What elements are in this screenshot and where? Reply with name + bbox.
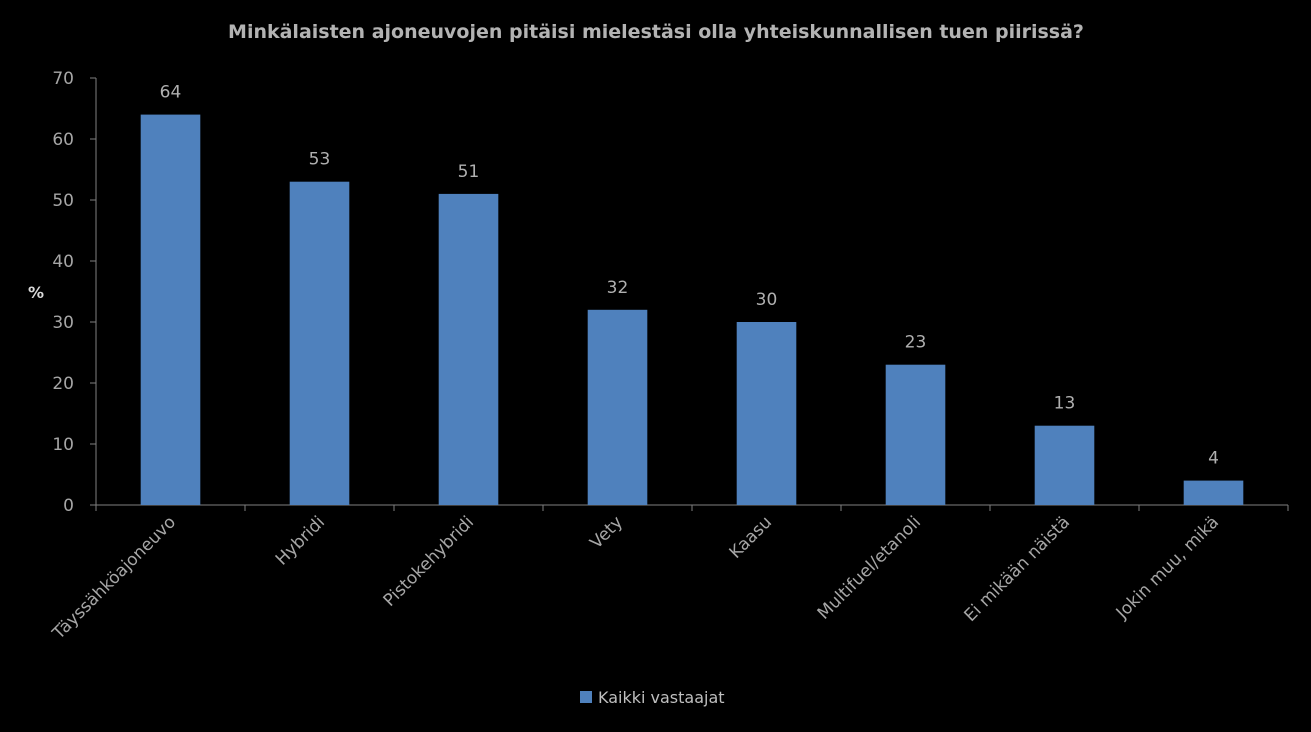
data-label: 23 <box>905 333 927 353</box>
bar <box>1183 480 1244 505</box>
category-label: Pistokehybridi <box>380 512 478 610</box>
data-label: 64 <box>160 83 182 103</box>
y-tick-label: 50 <box>52 191 74 211</box>
y-tick-label: 0 <box>63 496 74 516</box>
y-tick-label: 70 <box>52 69 74 89</box>
bar <box>587 309 648 505</box>
legend-swatch <box>580 691 592 703</box>
data-label: 4 <box>1208 449 1219 469</box>
y-tick-label: 10 <box>52 435 74 455</box>
bar <box>289 181 350 505</box>
data-label: 30 <box>756 290 778 310</box>
category-label: Jokin muu, mikä <box>1112 512 1223 623</box>
bar <box>736 322 797 505</box>
y-tick-label: 40 <box>52 252 74 272</box>
chart-title: Minkälaisten ajoneuvojen pitäisi mielest… <box>228 21 1084 43</box>
legend-label: Kaikki vastaajat <box>598 688 725 707</box>
bar <box>885 364 946 505</box>
data-label: 53 <box>309 150 331 170</box>
data-label: 13 <box>1054 394 1076 414</box>
category-label: Hybridi <box>272 512 329 569</box>
data-label: 32 <box>607 278 629 298</box>
y-axis-title: % <box>28 283 44 302</box>
category-label: Täyssähköajoneuvo <box>48 512 180 644</box>
bar <box>438 193 499 505</box>
category-label: Kaasu <box>726 512 776 562</box>
legend: Kaikki vastaajat <box>580 688 725 707</box>
category-label: Ei mikään näistä <box>960 512 1074 626</box>
plot-area: 0 10 20 30 40 50 60 70 64 Täyssähköajoneuvo 53 Hybr… <box>48 69 1289 644</box>
bar <box>140 114 201 505</box>
y-tick-label: 20 <box>52 374 74 394</box>
y-tick-label: 30 <box>52 313 74 333</box>
data-label: 51 <box>458 162 480 182</box>
bar <box>1034 425 1095 505</box>
y-tick-label: 60 <box>52 130 74 150</box>
category-label: Vety <box>586 512 627 553</box>
category-label: Multifuel/etanoli <box>814 512 925 623</box>
